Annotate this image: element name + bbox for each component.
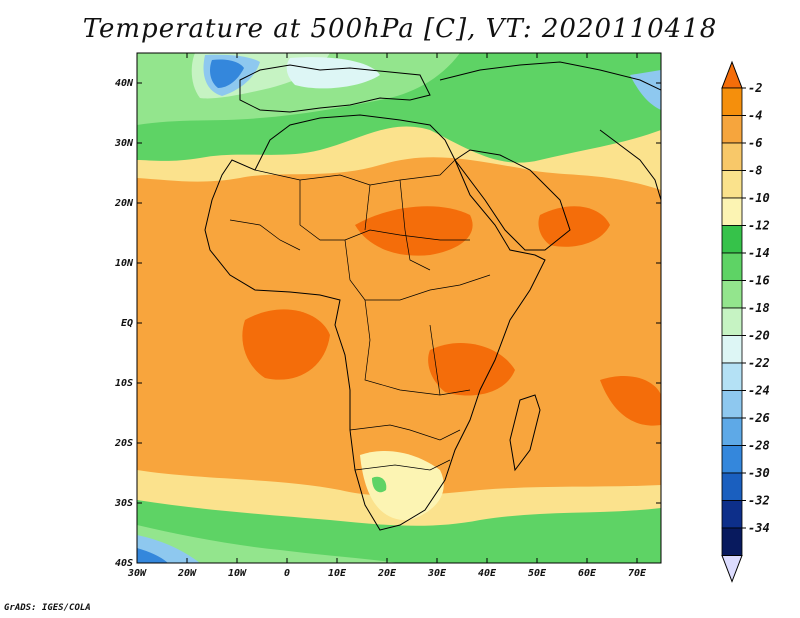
colorbar-label: -14 xyxy=(748,246,770,260)
colorbar-label: -20 xyxy=(748,329,770,343)
colorbar-label: -4 xyxy=(748,109,762,123)
colorbar-label: -6 xyxy=(748,136,762,150)
lon-tick-label: 60E xyxy=(578,568,597,579)
colorbar-swatch xyxy=(721,445,743,474)
colorbar-swatch xyxy=(721,252,743,281)
lat-tick-label: 20S xyxy=(114,438,133,449)
temperature-field xyxy=(137,53,661,563)
asia-coastline xyxy=(439,61,661,91)
coastlines xyxy=(204,61,661,531)
colorbar-swatch xyxy=(721,280,743,309)
colorbar-arrow-top xyxy=(721,60,743,89)
lon-tick-label: 10W xyxy=(228,568,247,579)
colorbar-swatch xyxy=(721,142,743,171)
field-region-lightgreen-south xyxy=(137,525,400,563)
country-borders xyxy=(229,159,491,471)
colorbar-label: -10 xyxy=(748,191,770,205)
map-frame xyxy=(136,52,662,564)
arabia-coastline xyxy=(454,149,571,251)
colorbar-swatch xyxy=(721,170,743,199)
field-region-cyan-north xyxy=(286,57,380,89)
field-region-blue-north xyxy=(210,59,244,88)
colorbar-swatch xyxy=(721,115,743,144)
colorbar-swatch xyxy=(721,307,743,336)
madagascar-coastline xyxy=(509,394,541,472)
colorbar-label: -26 xyxy=(748,411,770,425)
field-region-warm-arabia xyxy=(538,206,610,247)
field-region-lightblue-ne xyxy=(630,70,661,110)
footer-credit: GrADS: IGES/COLA xyxy=(4,603,91,613)
colorbar-swatch xyxy=(721,472,743,501)
colorbar-swatch xyxy=(721,197,743,226)
field-region-warm-atlantic xyxy=(242,309,330,380)
lon-axis: 30W 20W 10W 0 10E 20E 30E 40E 50E 60E 70E xyxy=(127,53,647,579)
colorbar-swatch xyxy=(721,527,743,556)
lon-tick-label: 40E xyxy=(478,568,497,579)
map-title: Temperature at 500hPa [C], VT: 202011041… xyxy=(82,14,718,44)
lat-tick-label: 30N xyxy=(114,138,134,149)
field-region-paleyellow-south xyxy=(360,450,444,521)
lat-tick-label: 10S xyxy=(115,378,133,389)
field-region-blue-south xyxy=(137,548,168,563)
lat-tick-label: 40S xyxy=(115,558,133,569)
colorbar-label: -8 xyxy=(748,164,762,178)
colorbar-label: -18 xyxy=(748,301,770,315)
colorbar-label: -24 xyxy=(748,384,770,398)
field-region-warm-eastafrica xyxy=(428,342,515,396)
lat-tick-label: 10N xyxy=(115,258,134,269)
lat-tick-label: 40N xyxy=(115,78,134,89)
colorbar-swatch xyxy=(721,335,743,364)
colorbar-swatch xyxy=(721,87,743,116)
colorbar-arrow-bottom xyxy=(721,555,743,583)
colorbar-label: -34 xyxy=(748,521,770,535)
lon-tick-label: 0 xyxy=(284,568,290,579)
lat-tick-label: 20N xyxy=(114,198,134,209)
field-region-green-patch xyxy=(372,476,387,493)
colorbar-label: -32 xyxy=(748,494,770,508)
colorbar-swatch xyxy=(721,417,743,446)
lon-tick-label: 30W xyxy=(127,568,147,579)
colorbar-label: -2 xyxy=(748,81,762,95)
lon-tick-label: 30E xyxy=(427,568,447,579)
lon-tick-label: 70E xyxy=(628,568,647,579)
colorbar-swatch xyxy=(721,225,743,254)
lon-tick-label: 20W xyxy=(177,568,197,579)
colorbar-label: -16 xyxy=(748,274,770,288)
colorbar-label: -30 xyxy=(748,466,770,480)
europe-coastline xyxy=(239,64,431,113)
colorbar-label: -22 xyxy=(748,356,770,370)
lat-tick-label: 30S xyxy=(114,498,133,509)
colorbar-label: -12 xyxy=(748,219,770,233)
field-region-green-south xyxy=(137,500,661,563)
lon-tick-label: 50E xyxy=(528,568,547,579)
colorbar-swatch xyxy=(721,500,743,529)
field-region-warm-sahel xyxy=(355,206,473,256)
africa-coastline xyxy=(204,114,546,531)
colorbar-label: -28 xyxy=(748,439,770,453)
colorbar-swatch xyxy=(721,362,743,391)
lat-tick-label: EQ xyxy=(121,318,133,329)
colorbar: -2 -4 -6 -8 -10 -12 -14 -16 -18 -20 -22 -24 -26 -28 -3… xyxy=(721,60,770,583)
india-coastline xyxy=(599,129,661,201)
lon-tick-label: 10E xyxy=(328,568,347,579)
lat-axis: 40N 30N 20N 10N EQ 10S 20S 30S 40S xyxy=(114,78,661,569)
field-region-warm-indian xyxy=(600,375,661,426)
lon-tick-label: 20E xyxy=(377,568,397,579)
colorbar-swatch xyxy=(721,390,743,419)
